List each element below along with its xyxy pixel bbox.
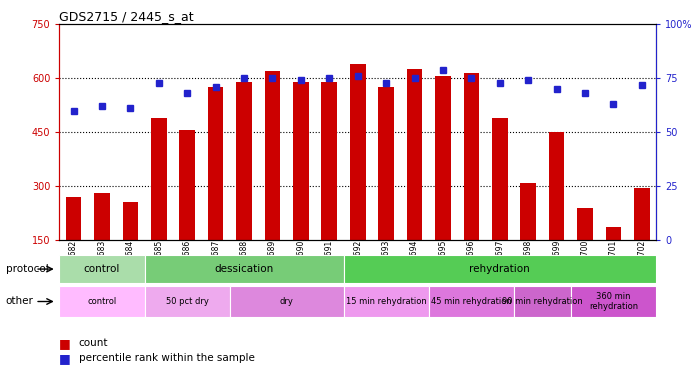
Bar — [123, 202, 138, 240]
Bar — [179, 130, 195, 240]
Text: 360 min
rehydration: 360 min rehydration — [589, 292, 638, 311]
Text: ■: ■ — [59, 337, 71, 350]
Text: 90 min rehydration: 90 min rehydration — [502, 297, 583, 306]
Bar — [151, 118, 167, 240]
Bar — [514, 286, 571, 317]
Bar — [322, 82, 337, 240]
Bar — [577, 208, 593, 240]
Text: other: other — [6, 297, 34, 306]
Text: dry: dry — [280, 297, 294, 306]
Text: GDS2715 / 2445_s_at: GDS2715 / 2445_s_at — [59, 10, 194, 23]
Text: count: count — [79, 338, 108, 348]
Text: 45 min rehydration: 45 min rehydration — [431, 297, 512, 306]
Bar — [343, 286, 429, 317]
Bar — [66, 197, 82, 240]
Bar — [549, 132, 565, 240]
Bar — [265, 71, 281, 240]
Bar — [378, 87, 394, 240]
Bar — [606, 227, 621, 240]
Bar — [634, 188, 650, 240]
Bar — [144, 286, 230, 317]
Text: control: control — [84, 264, 120, 274]
Text: control: control — [87, 297, 117, 306]
Bar — [350, 64, 366, 240]
Bar — [230, 286, 343, 317]
Bar — [571, 286, 656, 317]
Text: ■: ■ — [59, 352, 71, 364]
Bar — [343, 255, 656, 283]
Bar — [94, 193, 110, 240]
Text: dessication: dessication — [214, 264, 274, 274]
Bar — [407, 69, 422, 240]
Text: protocol: protocol — [6, 264, 48, 274]
Bar — [521, 183, 536, 240]
Bar — [492, 118, 507, 240]
Bar — [208, 87, 223, 240]
Bar — [236, 82, 252, 240]
Text: 50 pct dry: 50 pct dry — [166, 297, 209, 306]
Bar — [293, 82, 309, 240]
Text: rehydration: rehydration — [470, 264, 530, 274]
Bar — [463, 73, 480, 240]
Bar — [435, 76, 451, 240]
Text: 15 min rehydration: 15 min rehydration — [346, 297, 426, 306]
Text: percentile rank within the sample: percentile rank within the sample — [79, 353, 255, 363]
Bar — [429, 286, 514, 317]
Bar — [59, 255, 144, 283]
Bar — [144, 255, 343, 283]
Bar — [59, 286, 144, 317]
